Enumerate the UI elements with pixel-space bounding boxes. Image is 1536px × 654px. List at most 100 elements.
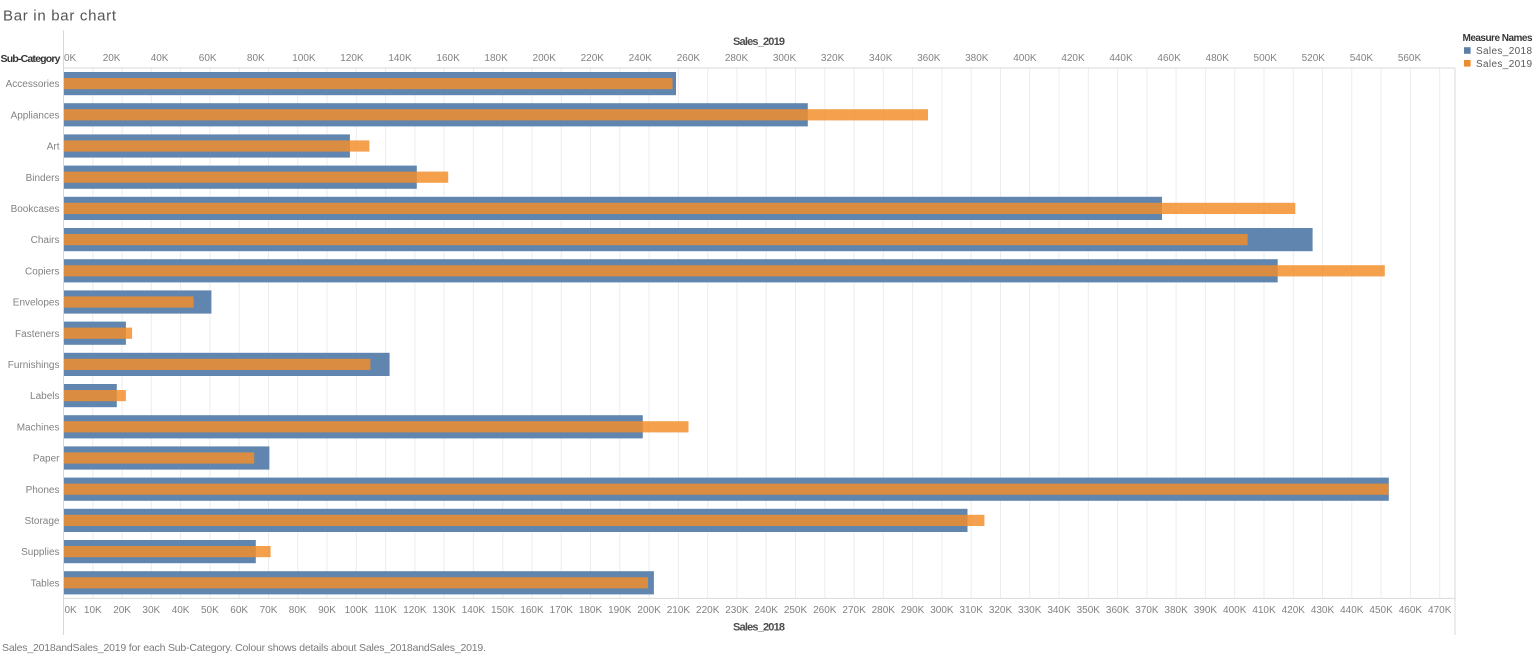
- svg-text:560K: 560K: [1398, 53, 1422, 64]
- svg-text:Machines: Machines: [17, 422, 60, 433]
- svg-text:Appliances: Appliances: [11, 110, 60, 121]
- svg-text:Supplies: Supplies: [21, 547, 59, 558]
- svg-text:540K: 540K: [1350, 53, 1374, 64]
- svg-text:60K: 60K: [230, 605, 248, 616]
- svg-text:430K: 430K: [1311, 605, 1335, 616]
- svg-text:200K: 200K: [637, 605, 661, 616]
- svg-text:120K: 120K: [403, 605, 427, 616]
- svg-text:70K: 70K: [260, 605, 278, 616]
- svg-text:500K: 500K: [1254, 53, 1278, 64]
- svg-text:220K: 220K: [581, 53, 605, 64]
- svg-text:340K: 340K: [1047, 605, 1071, 616]
- svg-text:Accessories: Accessories: [6, 79, 60, 90]
- svg-text:80K: 80K: [289, 605, 307, 616]
- svg-text:30K: 30K: [142, 605, 160, 616]
- svg-text:440K: 440K: [1340, 605, 1364, 616]
- svg-text:Envelopes: Envelopes: [13, 298, 60, 309]
- svg-text:210K: 210K: [667, 605, 691, 616]
- svg-text:520K: 520K: [1302, 53, 1326, 64]
- svg-text:60K: 60K: [199, 53, 217, 64]
- svg-text:350K: 350K: [1077, 605, 1101, 616]
- svg-text:80K: 80K: [247, 53, 265, 64]
- svg-text:200K: 200K: [533, 53, 557, 64]
- svg-text:380K: 380K: [965, 53, 989, 64]
- svg-text:340K: 340K: [869, 53, 893, 64]
- svg-text:180K: 180K: [484, 53, 508, 64]
- svg-text:260K: 260K: [813, 605, 837, 616]
- svg-text:0K: 0K: [64, 53, 77, 64]
- svg-text:360K: 360K: [917, 53, 941, 64]
- svg-text:330K: 330K: [1018, 605, 1042, 616]
- svg-text:0K: 0K: [65, 605, 78, 616]
- svg-text:140K: 140K: [462, 605, 486, 616]
- svg-text:90K: 90K: [318, 605, 336, 616]
- svg-text:240K: 240K: [629, 53, 653, 64]
- svg-text:Storage: Storage: [24, 516, 59, 527]
- svg-text:290K: 290K: [901, 605, 925, 616]
- svg-text:300K: 300K: [773, 53, 797, 64]
- svg-text:10K: 10K: [84, 605, 102, 616]
- svg-text:20K: 20K: [113, 605, 131, 616]
- svg-text:190K: 190K: [608, 605, 632, 616]
- svg-text:130K: 130K: [432, 605, 456, 616]
- svg-text:250K: 250K: [784, 605, 808, 616]
- svg-text:300K: 300K: [930, 605, 954, 616]
- svg-text:390K: 390K: [1194, 605, 1218, 616]
- svg-text:280K: 280K: [872, 605, 896, 616]
- svg-text:Sales_2019: Sales_2019: [1476, 59, 1532, 70]
- svg-text:Copiers: Copiers: [25, 266, 59, 277]
- svg-text:Measure Names: Measure Names: [1463, 33, 1533, 44]
- svg-text:110K: 110K: [374, 605, 397, 616]
- svg-text:460K: 460K: [1157, 53, 1181, 64]
- svg-text:260K: 260K: [677, 53, 701, 64]
- svg-text:460K: 460K: [1399, 605, 1423, 616]
- svg-text:440K: 440K: [1109, 53, 1133, 64]
- svg-text:170K: 170K: [550, 605, 574, 616]
- svg-text:400K: 400K: [1013, 53, 1037, 64]
- svg-text:370K: 370K: [1135, 605, 1159, 616]
- svg-text:Tables: Tables: [31, 578, 60, 589]
- svg-text:40K: 40K: [151, 53, 169, 64]
- svg-text:450K: 450K: [1369, 605, 1393, 616]
- svg-text:400K: 400K: [1223, 605, 1247, 616]
- svg-text:380K: 380K: [1164, 605, 1188, 616]
- svg-text:280K: 280K: [725, 53, 749, 64]
- svg-text:Furnishings: Furnishings: [8, 360, 60, 371]
- svg-text:220K: 220K: [696, 605, 720, 616]
- svg-text:270K: 270K: [842, 605, 866, 616]
- svg-text:180K: 180K: [579, 605, 603, 616]
- svg-text:470K: 470K: [1428, 605, 1452, 616]
- svg-text:420K: 420K: [1282, 605, 1306, 616]
- svg-text:40K: 40K: [172, 605, 190, 616]
- svg-text:410K: 410K: [1252, 605, 1276, 616]
- svg-text:230K: 230K: [725, 605, 749, 616]
- svg-text:140K: 140K: [388, 53, 412, 64]
- svg-text:Sales_2018: Sales_2018: [1476, 46, 1532, 57]
- svg-text:50K: 50K: [201, 605, 219, 616]
- svg-text:Sales_2018andSales_2019 for ea: Sales_2018andSales_2019 for each Sub-Cat…: [2, 642, 486, 654]
- svg-text:100K: 100K: [292, 53, 316, 64]
- svg-text:Phones: Phones: [26, 485, 60, 496]
- svg-text:160K: 160K: [436, 53, 460, 64]
- svg-text:310K: 310K: [960, 605, 984, 616]
- svg-text:Binders: Binders: [26, 173, 60, 184]
- svg-text:480K: 480K: [1206, 53, 1230, 64]
- svg-text:320K: 320K: [989, 605, 1013, 616]
- svg-text:100K: 100K: [345, 605, 369, 616]
- svg-text:Art: Art: [47, 142, 60, 153]
- svg-text:420K: 420K: [1061, 53, 1085, 64]
- svg-text:20K: 20K: [103, 53, 121, 64]
- svg-text:Bookcases: Bookcases: [11, 204, 60, 215]
- svg-text:Bar in bar chart: Bar in bar chart: [3, 8, 117, 25]
- svg-text:Sales_2018: Sales_2018: [733, 622, 785, 634]
- svg-text:Fasteners: Fasteners: [15, 329, 59, 340]
- svg-text:Chairs: Chairs: [31, 235, 60, 246]
- svg-text:150K: 150K: [491, 605, 515, 616]
- svg-text:Paper: Paper: [33, 454, 60, 465]
- svg-text:120K: 120K: [340, 53, 364, 64]
- svg-text:Sales_2019: Sales_2019: [733, 36, 785, 48]
- svg-text:160K: 160K: [520, 605, 544, 616]
- svg-text:Sub-Category: Sub-Category: [1, 53, 61, 65]
- svg-text:360K: 360K: [1106, 605, 1130, 616]
- svg-text:Labels: Labels: [30, 391, 59, 402]
